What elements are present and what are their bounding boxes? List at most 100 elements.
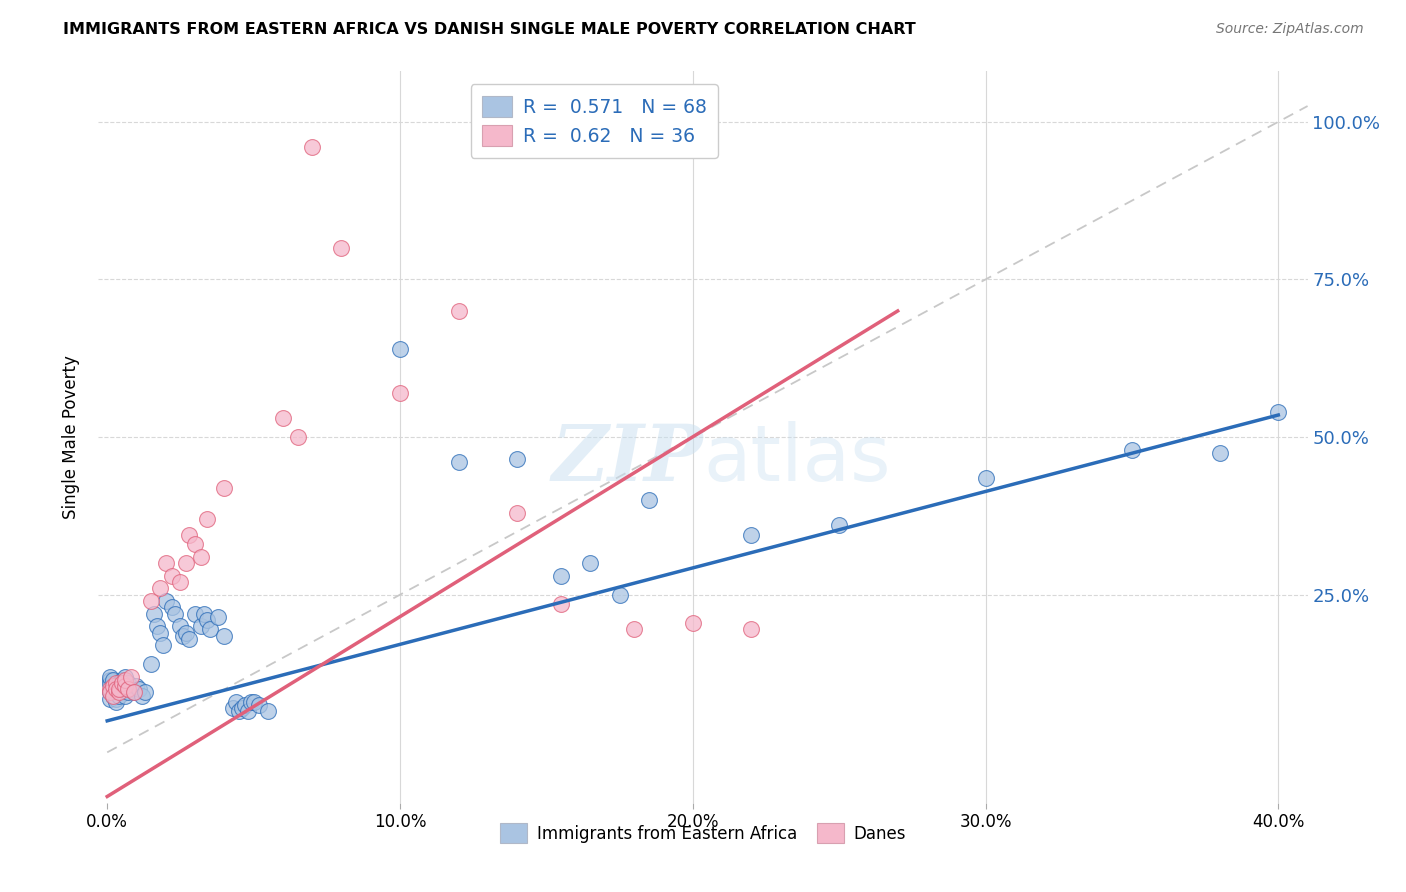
Point [122,685,145,699]
Point [98,685,121,699]
Point [149,625,172,640]
Point [108,689,131,703]
Point [117,676,139,690]
Point [134,685,156,699]
Point [231,701,253,715]
Point [301,140,323,154]
Point [108,682,131,697]
Point [98,673,121,687]
Point [174,556,197,570]
Point [104,682,127,697]
Text: Source: ZipAtlas.com: Source: ZipAtlas.com [1216,22,1364,37]
Point [111,676,134,690]
Point [388,342,411,356]
Point [190,549,212,564]
Point [214,481,236,495]
Text: atlas: atlas [703,421,890,497]
Point [1121,442,1143,457]
Point [447,455,470,469]
Point [1267,405,1289,419]
Point [122,685,145,699]
Point [222,701,245,715]
Point [388,386,411,401]
Point [179,528,201,542]
Point [98,691,121,706]
Point [506,452,529,467]
Point [104,676,127,690]
Point [163,607,186,621]
Point [682,616,704,631]
Point [190,619,212,633]
Point [104,682,127,697]
Point [740,528,762,542]
Point [207,609,229,624]
Point [195,512,218,526]
Text: IMMIGRANTS FROM EASTERN AFRICA VS DANISH SINGLE MALE POVERTY CORRELATION CHART: IMMIGRANTS FROM EASTERN AFRICA VS DANISH… [63,22,917,37]
Point [257,705,280,719]
Point [506,506,529,520]
Point [139,657,162,671]
Point [149,582,172,596]
Point [169,619,191,633]
Legend: Immigrants from Eastern Africa, Danes: Immigrants from Eastern Africa, Danes [494,817,912,849]
Text: ZIP: ZIP [551,421,703,497]
Point [174,625,197,640]
Point [740,623,762,637]
Point [108,676,131,690]
Point [184,537,207,551]
Point [287,430,309,444]
Point [139,594,162,608]
Point [98,670,121,684]
Point [550,597,572,611]
Point [143,607,166,621]
Point [225,695,247,709]
Point [169,575,191,590]
Point [101,689,124,703]
Point [104,691,127,706]
Point [1209,446,1232,460]
Point [242,695,264,709]
Point [111,682,134,697]
Point [193,607,215,621]
Point [637,493,659,508]
Point [609,588,631,602]
Point [214,629,236,643]
Y-axis label: Single Male Poverty: Single Male Poverty [62,355,80,519]
Point [155,594,177,608]
Point [101,689,124,703]
Point [101,679,124,693]
Point [195,613,218,627]
Point [623,623,645,637]
Point [228,705,250,719]
Point [271,411,294,425]
Point [98,677,121,691]
Point [111,673,134,687]
Point [160,569,183,583]
Point [120,670,142,684]
Point [114,679,136,693]
Point [447,304,470,318]
Point [579,556,602,570]
Point [98,685,121,699]
Point [550,569,572,583]
Point [179,632,201,646]
Point [104,685,127,699]
Point [114,689,136,703]
Point [108,685,131,699]
Point [146,619,169,633]
Point [330,241,353,255]
Point [114,670,136,684]
Point [114,673,136,687]
Point [233,698,256,712]
Point [101,679,124,693]
Point [117,682,139,697]
Point [104,695,127,709]
Point [160,600,183,615]
Point [125,679,148,693]
Point [98,682,121,697]
Point [172,629,194,643]
Point [120,682,142,697]
Point [101,673,124,687]
Point [131,689,153,703]
Point [155,556,177,570]
